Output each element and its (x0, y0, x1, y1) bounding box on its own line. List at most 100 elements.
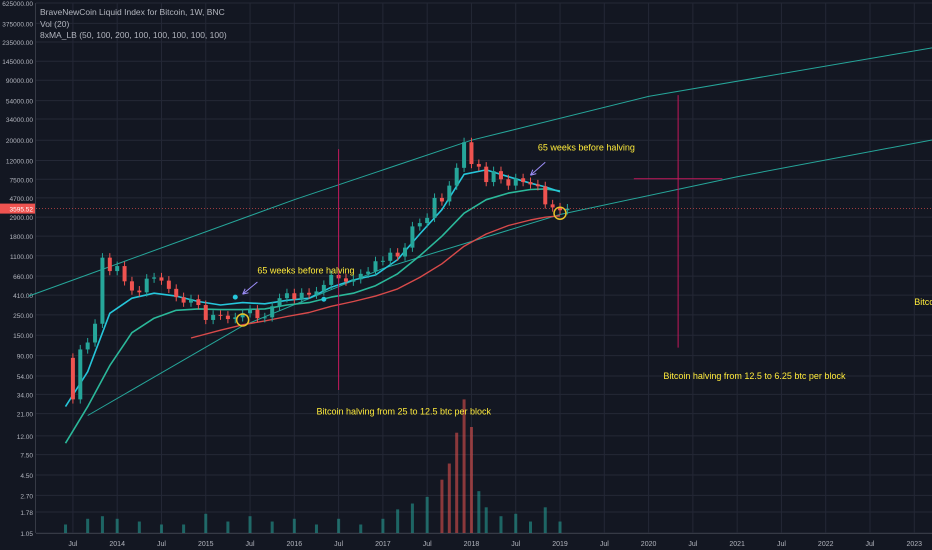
marker-circle (235, 313, 250, 327)
candle-body (498, 171, 503, 180)
volume-bar (248, 516, 252, 533)
candle-body (491, 171, 496, 183)
candle-body (307, 292, 312, 295)
candle-body (107, 257, 112, 272)
volume-bar (137, 521, 141, 533)
candle-body (550, 204, 555, 208)
candle-body (462, 142, 467, 168)
volume-bar (204, 513, 208, 533)
candle-body (137, 290, 142, 293)
note-65-weeks-2: 65 weeks before halving (538, 142, 635, 152)
x-tick-label: 2021 (729, 541, 745, 548)
y-tick-label: 1.78 (20, 510, 33, 517)
y-tick-label: 90.00 (17, 354, 34, 361)
note-halving-2016: Bitcoin halving from 25 to 12.5 btc per … (316, 407, 491, 417)
candle-body (395, 252, 400, 257)
candle-body (366, 271, 371, 274)
candle-body (403, 247, 408, 257)
candle-body (558, 207, 563, 211)
volume-bar (314, 524, 318, 533)
annotation-arrow (530, 161, 546, 176)
volume-bar (558, 521, 562, 533)
candle-body (321, 284, 326, 292)
candle-body (211, 314, 216, 320)
volume-bar (115, 518, 119, 533)
candle-body (476, 164, 481, 167)
y-tick-label: 12.00 (17, 434, 34, 441)
last-price-label: 3595.52 (10, 207, 34, 214)
y-tick-label: 1100.00 (10, 254, 33, 261)
volume-bar (514, 513, 518, 533)
volume-bar (455, 432, 459, 533)
y-tick-label: 1800.00 (10, 234, 34, 241)
volume-bar (447, 463, 451, 533)
y-tick-label: 410.00 (13, 293, 33, 300)
y-tick-label: 150.00 (13, 333, 33, 340)
x-tick-label: Jul (777, 541, 786, 548)
moving-average-indicator-line[interactable]: 8xMA_LB (50, 100, 200, 100, 100, 100, 10… (40, 30, 227, 40)
candle-body (181, 297, 186, 303)
candle-body (417, 223, 422, 227)
ma-slow-line (190, 215, 561, 339)
candle-body (129, 281, 134, 291)
volume-bar (425, 496, 429, 533)
candle-body (329, 274, 334, 285)
candle-body (270, 306, 275, 318)
candle-body (484, 166, 489, 183)
volume-bar (226, 521, 230, 533)
y-tick-label: 54.00 (17, 374, 34, 381)
volume-indicator-line[interactable]: Vol (20) (40, 18, 70, 29)
candle-body (188, 299, 193, 303)
symbol-line[interactable]: BraveNewCoin Liquid Index for Bitcoin, 1… (40, 7, 225, 17)
volume-bar (477, 491, 481, 533)
candle-body (262, 317, 267, 319)
candle-body (196, 299, 201, 306)
volume-bar (337, 518, 341, 533)
candle-body (93, 323, 98, 343)
candle-body (152, 277, 157, 279)
x-tick-label: Jul (600, 541, 609, 548)
candle-body (240, 313, 245, 318)
note-65-weeks-1: 65 weeks before halving (257, 265, 354, 275)
volume-bar (64, 524, 68, 533)
x-tick-label: 2020 (641, 541, 657, 548)
x-tick-label: 2014 (109, 541, 125, 548)
candle-body (535, 184, 540, 187)
x-tick-label: Jul (157, 541, 166, 548)
candle-body (78, 349, 83, 400)
x-tick-label: 2022 (818, 541, 834, 548)
x-tick-label: Jul (246, 541, 255, 548)
note-halving-2024: Bitcoin halving from (914, 297, 932, 307)
volume-bar (86, 518, 90, 533)
y-tick-label: 7.50 (20, 453, 33, 460)
volume-bar (440, 479, 444, 533)
annotation-arrowhead (530, 169, 537, 176)
candle-body (380, 260, 385, 262)
candle-body (373, 261, 378, 272)
x-tick-label: Jul (423, 541, 432, 548)
candle-body (351, 279, 356, 282)
candle-body (447, 185, 452, 202)
x-tick-label: Jul (511, 541, 520, 548)
candle-body (521, 178, 526, 183)
candle-body (439, 197, 444, 202)
candle-body (454, 167, 459, 186)
candle-body (70, 357, 75, 400)
y-tick-label: 375000.00 (2, 21, 33, 28)
x-tick-label: Jul (68, 541, 77, 548)
x-tick-label: 2018 (464, 541, 480, 548)
ma-fast-line (64, 169, 561, 408)
y-tick-label: 34.00 (17, 392, 34, 399)
volume-bar (359, 524, 363, 533)
note-halving-2020: Bitcoin halving from 12.5 to 6.25 btc pe… (663, 371, 846, 381)
candle-body (565, 208, 570, 211)
marker-circle (553, 206, 567, 220)
volume-bar (528, 521, 532, 533)
volume-bar (270, 521, 274, 533)
candle-body (469, 142, 474, 165)
candle-body (284, 293, 289, 299)
volume-bar (381, 518, 385, 533)
candle-body (203, 305, 208, 320)
chart-legend: BraveNewCoin Liquid Index for Bitcoin, 1… (40, 7, 227, 42)
